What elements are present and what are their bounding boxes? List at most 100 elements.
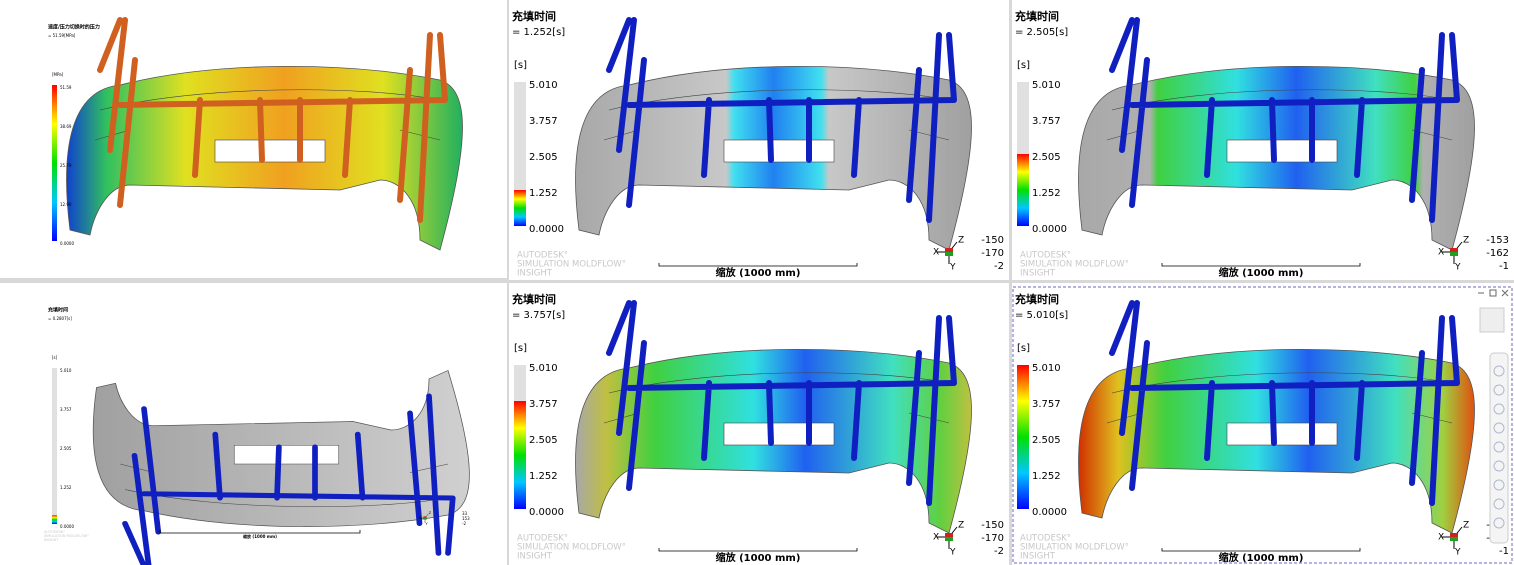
viewport: 充填时间 = 1.252[s] [s]5.010 3.757 2.505 1.252 0.0… [509, 0, 1009, 280]
result-title: 充填时间 [512, 9, 556, 23]
result-value: = 0.2807[s] [48, 316, 72, 321]
legend-bar [1017, 365, 1029, 509]
runner-frame [1109, 17, 1460, 223]
legend-label: 1.252 [1032, 188, 1061, 199]
legend-label: 5.010 [1032, 80, 1061, 91]
model [1078, 17, 1475, 251]
legend-unit: [s] [1017, 60, 1030, 71]
legend-label: 0.0000 [529, 224, 564, 235]
triad-label: Y [1454, 548, 1461, 558]
triad-label: Z [429, 511, 432, 515]
legend-label: 5.010 [60, 368, 72, 373]
legend-label: 3.757 [1032, 116, 1061, 127]
legend-label: 5.010 [529, 80, 558, 91]
runner-frame [606, 17, 957, 223]
triad-label: X [933, 533, 939, 543]
triad-label: Z [1463, 521, 1469, 531]
coordinate: -170 [981, 533, 1004, 544]
model [66, 17, 463, 251]
coordinate: -150 [981, 235, 1004, 246]
model [1078, 300, 1475, 534]
grille-opening [214, 139, 326, 163]
nav-tool[interactable] [1493, 441, 1505, 453]
legend-label: 0.0000 [529, 507, 564, 518]
watermark: AUTODESK° [517, 534, 568, 544]
active-border [1012, 286, 1513, 564]
model [92, 370, 470, 565]
axis-triad: X Z Y [419, 511, 432, 526]
triad-label: X [933, 248, 939, 258]
nav-tool[interactable] [1493, 517, 1505, 529]
legend-label: 3.757 [60, 407, 72, 412]
legend-label: 0.0000 [1032, 224, 1067, 235]
legend-bar [52, 85, 57, 241]
triad-label: Y [949, 548, 956, 558]
scale-label: 缩放 (1000 mm) [1219, 266, 1304, 279]
scale-bar [1161, 263, 1361, 267]
legend-label: 12.90 [60, 202, 72, 207]
legend-unit: [MPa] [52, 72, 64, 77]
window-controls[interactable] [1478, 289, 1509, 297]
watermark: INSIGHT [517, 269, 553, 279]
nav-tool[interactable] [1493, 403, 1505, 415]
axis-triad: X Z Y [933, 236, 964, 273]
coordinate: -170 [981, 248, 1004, 259]
legend-label: 0.0000 [60, 524, 74, 529]
legend-label: 5.010 [529, 363, 558, 374]
nav-tool[interactable] [1493, 479, 1505, 491]
legend-label: 2.505 [60, 446, 72, 451]
nav-toolbar [1489, 352, 1509, 544]
legend-bar [514, 190, 526, 226]
result-title: 充填时间 [1015, 9, 1059, 23]
grille-opening [723, 422, 835, 446]
result-title: 充填时间 [1015, 292, 1059, 306]
legend-label: 2.505 [1032, 152, 1061, 163]
scale-bar [1161, 548, 1361, 552]
grille-opening [233, 445, 340, 465]
legend-bar [1017, 154, 1029, 226]
viewport: 充填时间 = 2.505[s] [s]5.010 3.757 2.505 1.252 0.0… [1012, 0, 1514, 280]
grille-opening [1226, 139, 1338, 163]
nav-tool[interactable] [1493, 365, 1505, 377]
grille-opening [1226, 422, 1338, 446]
result-value: = 1.252[s] [512, 27, 565, 38]
nav-tool[interactable] [1493, 498, 1505, 510]
triad-label: Z [1463, 236, 1469, 246]
legend-bar-empty [52, 368, 57, 524]
viewport: 充填时间 = 3.757[s] [s]5.010 3.757 2.505 1.252 0.0… [509, 283, 1009, 565]
watermark: AUTODESK° [1020, 534, 1071, 544]
nav-tool[interactable] [1493, 384, 1505, 396]
nav-tool[interactable] [1493, 460, 1505, 472]
legend-label: 1.252 [529, 471, 558, 482]
triad-label: X [1438, 533, 1444, 543]
result-title: 充填时间 [48, 307, 68, 314]
watermark: SIMULATION MOLDFLOW° [44, 534, 89, 538]
legend-bar [514, 401, 526, 509]
legend-label: 25.79 [60, 163, 72, 168]
legend-label: 51.59 [60, 85, 72, 90]
coordinate: 153 [462, 516, 470, 521]
legend-label: 0.0000 [60, 241, 74, 246]
triad-label: Z [958, 521, 964, 531]
scale-label: 缩放 (1000 mm) [716, 266, 801, 279]
model [575, 17, 972, 251]
nav-tool[interactable] [1493, 422, 1505, 434]
runner-frame [606, 300, 957, 506]
axis-triad: X Z Y [1438, 521, 1469, 558]
view-cube [1479, 307, 1505, 333]
triad-cube-face [1450, 537, 1458, 541]
viewport: 充填时间 = 5.010[s] [s]5.010 3.757 2.505 1.252 0.0… [1012, 283, 1514, 565]
coordinate: -2 [994, 546, 1004, 557]
result-value: = 51.59[MPa] [48, 33, 76, 38]
legend-label: 1.252 [1032, 471, 1061, 482]
watermark: AUTODESK° [1020, 251, 1071, 261]
grille-opening [723, 139, 835, 163]
result-value: = 3.757[s] [512, 310, 565, 321]
result-title: 速度/压力切换时的压力 [48, 24, 100, 31]
legend-label: 2.505 [529, 435, 558, 446]
legend-unit: [s] [514, 60, 527, 71]
legend-unit: [s] [514, 343, 527, 354]
legend-label: 2.505 [529, 152, 558, 163]
legend-label: 3.757 [529, 116, 558, 127]
